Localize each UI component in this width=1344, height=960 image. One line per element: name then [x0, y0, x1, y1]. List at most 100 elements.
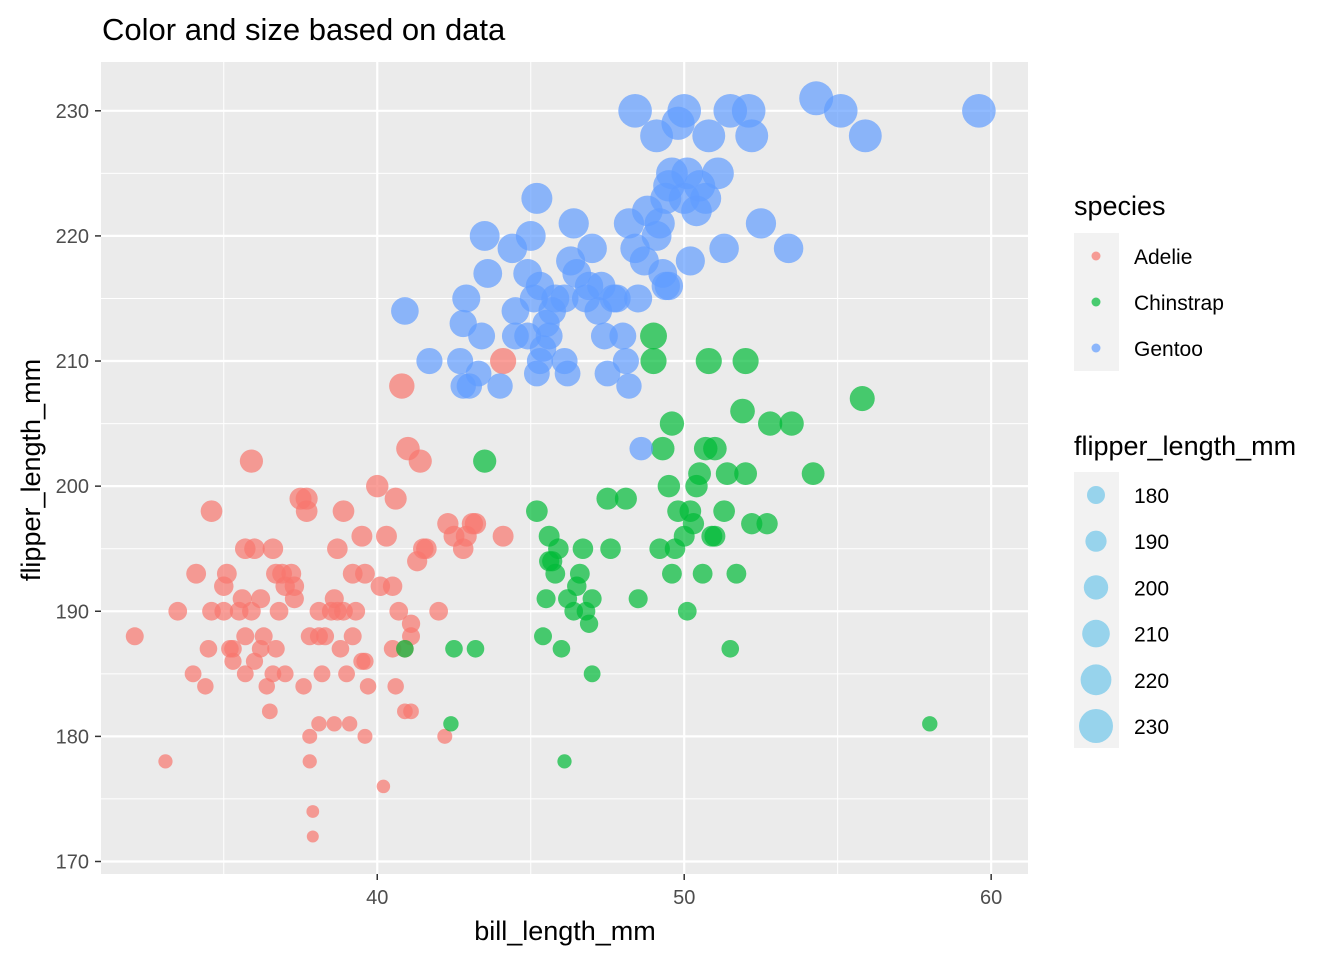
legend-key-gentoo: [1091, 343, 1101, 353]
data-point-chinstrap: [582, 589, 602, 609]
data-point-adelie: [389, 373, 415, 399]
data-point-adelie: [384, 487, 407, 510]
data-point-adelie: [302, 754, 317, 769]
data-point-gentoo: [690, 182, 722, 214]
data-point-adelie: [332, 500, 355, 523]
data-point-chinstrap: [534, 627, 552, 646]
data-point-adelie: [416, 538, 437, 559]
data-point-adelie: [311, 716, 327, 732]
data-point-adelie: [326, 716, 342, 732]
data-point-adelie: [216, 563, 237, 584]
size-legend-label: 220: [1134, 670, 1169, 693]
data-point-chinstrap: [640, 347, 667, 375]
data-point-gentoo: [735, 119, 769, 153]
size-legend-label: 230: [1134, 716, 1169, 739]
size-legend-title: flipper_length_mm: [1074, 431, 1296, 461]
data-point-adelie: [429, 601, 449, 621]
data-point-chinstrap: [600, 538, 621, 559]
y-tick-label: 190: [56, 601, 89, 623]
data-point-gentoo: [650, 182, 682, 214]
data-point-adelie: [327, 538, 348, 559]
data-point-gentoo: [550, 284, 579, 313]
x-tick-label: 50: [673, 887, 695, 909]
size-legend-label: 190: [1134, 531, 1169, 554]
data-point-gentoo: [515, 220, 546, 251]
data-point-chinstrap: [640, 322, 667, 350]
data-point-adelie: [359, 678, 377, 695]
legend-label-gentoo: Gentoo: [1134, 338, 1203, 361]
data-point-gentoo: [618, 93, 652, 128]
data-point-gentoo: [773, 233, 804, 264]
data-point-gentoo: [447, 347, 474, 375]
axes: 40 50 60 170 180 190 200 210 220 230: [56, 101, 1003, 909]
data-point-adelie: [375, 525, 397, 547]
data-point-gentoo: [848, 119, 882, 153]
data-point-chinstrap: [473, 449, 497, 473]
data-point-adelie: [267, 639, 285, 658]
data-point-adelie: [356, 652, 374, 670]
data-point-adelie: [236, 665, 254, 683]
data-point-gentoo: [501, 322, 529, 350]
data-point-gentoo: [525, 271, 555, 301]
data-point-chinstrap: [466, 639, 485, 658]
data-point-adelie: [437, 728, 453, 744]
data-point-chinstrap: [692, 563, 713, 584]
legend-key-chinstrap: [1091, 297, 1101, 307]
data-point-chinstrap: [649, 538, 670, 559]
data-point-adelie: [236, 627, 255, 646]
y-tick-label: 180: [56, 726, 89, 748]
data-point-chinstrap: [596, 487, 619, 510]
data-point-gentoo: [667, 93, 702, 128]
data-point-gentoo: [521, 182, 553, 214]
data-point-adelie: [125, 627, 144, 646]
data-point-chinstrap: [758, 411, 783, 436]
size-legend: flipper_length_mm 180 190 200 210 220 230: [1074, 431, 1296, 748]
data-point-adelie: [234, 538, 256, 559]
legend-key-adelie: [1091, 251, 1101, 261]
data-point-chinstrap: [801, 462, 825, 486]
data-point-adelie: [492, 525, 514, 547]
data-point-gentoo: [702, 157, 734, 190]
data-point-adelie: [276, 665, 294, 683]
data-point-chinstrap: [583, 665, 601, 683]
data-point-adelie: [408, 449, 432, 473]
data-point-chinstrap: [579, 614, 599, 633]
data-point-adelie: [370, 576, 391, 596]
size-legend-label: 210: [1134, 624, 1169, 647]
data-point-adelie: [331, 639, 350, 658]
data-point-gentoo: [745, 208, 777, 239]
data-point-chinstrap: [713, 500, 735, 523]
data-point-adelie: [401, 614, 421, 633]
data-point-gentoo: [416, 347, 443, 375]
data-point-chinstrap: [732, 347, 759, 375]
x-tick-label: 40: [366, 887, 388, 909]
species-legend-title: species: [1074, 191, 1166, 221]
data-point-adelie: [302, 728, 318, 744]
data-point-gentoo: [452, 284, 481, 313]
size-legend-key: [1082, 619, 1110, 648]
data-point-chinstrap: [526, 500, 548, 523]
data-point-adelie: [313, 665, 331, 683]
data-point-chinstrap: [445, 639, 463, 658]
data-point-chinstrap: [536, 589, 556, 609]
data-point-chinstrap: [650, 436, 675, 461]
data-point-chinstrap: [572, 538, 594, 559]
data-point-gentoo: [558, 208, 589, 239]
data-point-chinstrap: [695, 347, 722, 375]
size-legend-key: [1087, 486, 1105, 504]
data-point-adelie: [343, 627, 362, 646]
data-point-adelie: [461, 513, 484, 535]
data-point-adelie: [184, 665, 202, 683]
data-point-adelie: [224, 652, 242, 670]
data-point-adelie: [262, 538, 284, 559]
data-point-adelie: [338, 665, 355, 683]
data-point-gentoo: [577, 233, 607, 264]
x-tick-label: 60: [980, 887, 1002, 909]
data-point-adelie: [389, 601, 409, 621]
data-point-gentoo: [709, 233, 739, 264]
data-point-adelie: [258, 678, 275, 695]
data-point-adelie: [295, 487, 318, 510]
size-legend-key: [1083, 575, 1109, 600]
data-point-adelie: [452, 538, 474, 559]
data-point-chinstrap: [701, 525, 723, 547]
